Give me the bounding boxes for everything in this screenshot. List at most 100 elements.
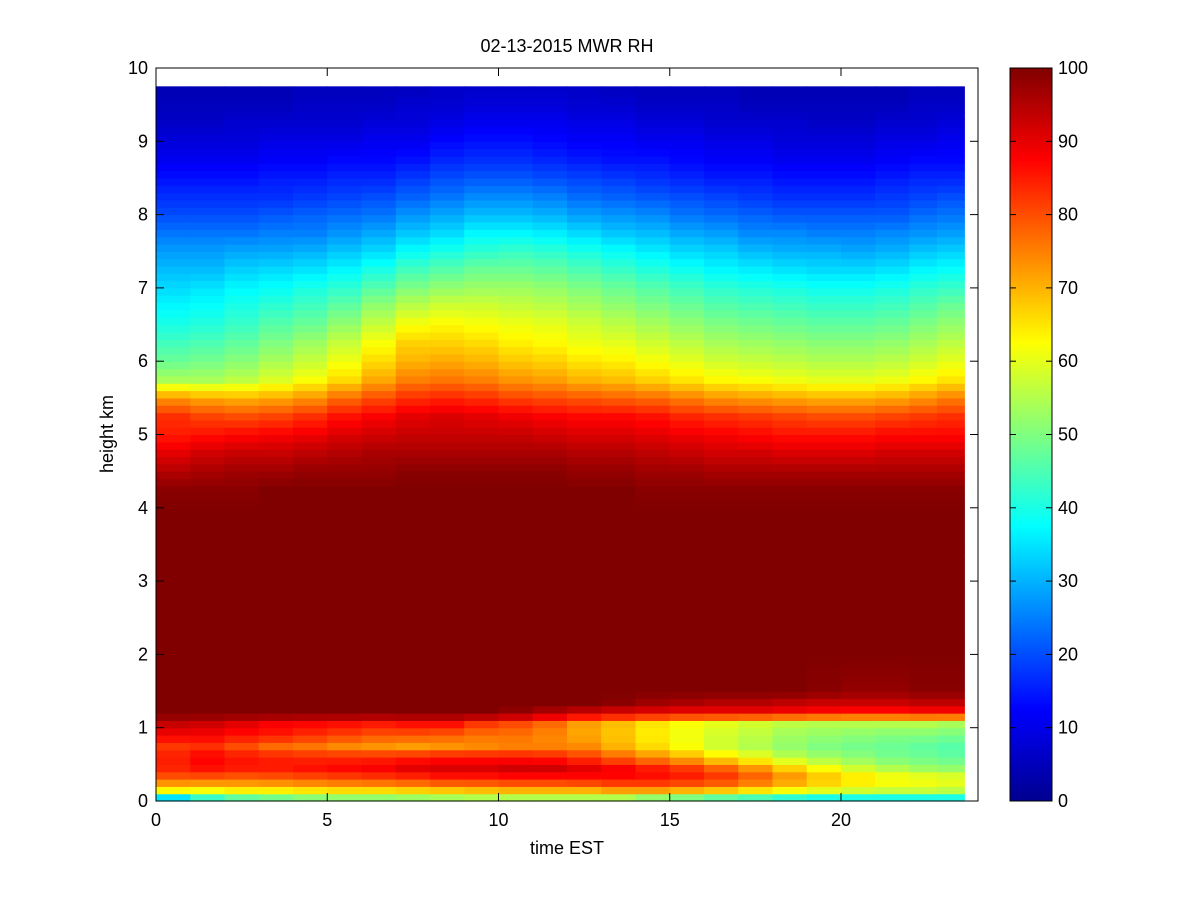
heatmap-cell [909, 551, 938, 560]
heatmap-cell [258, 192, 294, 201]
heatmap-cell [190, 287, 226, 296]
heatmap-cell [738, 595, 774, 604]
heatmap-cell [395, 647, 431, 655]
heatmap-cell [806, 346, 842, 355]
heatmap-cell [635, 273, 671, 282]
heatmap-cell [430, 573, 465, 582]
heatmap-cell [738, 507, 774, 516]
heatmap-cell [361, 639, 397, 648]
heatmap-cell [841, 207, 876, 216]
heatmap-cell [875, 720, 911, 729]
heatmap-cell [395, 324, 431, 333]
heatmap-cell [361, 295, 397, 304]
heatmap-cell [532, 207, 568, 216]
heatmap-cell [738, 295, 774, 304]
heatmap-cell [327, 493, 363, 502]
heatmap-cell [395, 786, 431, 795]
heatmap-cell [567, 419, 602, 428]
heatmap-cell [806, 742, 842, 751]
heatmap-cell [532, 236, 568, 245]
heatmap-cell [936, 456, 965, 465]
heatmap-cell [532, 757, 568, 765]
heatmap-cell [498, 441, 534, 450]
heatmap-cell [224, 185, 260, 194]
heatmap-cell [635, 559, 671, 568]
heatmap-cell [293, 544, 328, 553]
colorbar-tick-label: 100 [1058, 58, 1088, 78]
heatmap-cell [567, 544, 602, 553]
heatmap-cell [635, 170, 671, 179]
heatmap-cell [532, 309, 568, 318]
heatmap-cell [293, 588, 328, 597]
heatmap-cell [772, 331, 808, 340]
heatmap-cell [361, 185, 397, 194]
heatmap-cell [601, 148, 637, 157]
heatmap-cell [909, 434, 938, 443]
heatmap-cell [738, 221, 774, 230]
heatmap-cell [395, 669, 431, 677]
heatmap-cell [936, 273, 965, 282]
heatmap-cell [772, 86, 808, 91]
heatmap-cell [936, 353, 965, 362]
heatmap-cell [395, 617, 431, 626]
heatmap-cell [669, 507, 705, 516]
heatmap-cell [936, 559, 965, 568]
heatmap-cell [841, 573, 876, 582]
heatmap-cell [936, 192, 965, 201]
heatmap-cell [669, 595, 705, 604]
heatmap-cell [224, 375, 260, 384]
heatmap-cell [498, 786, 534, 795]
heatmap-cell [464, 669, 500, 677]
heatmap-cell [361, 603, 397, 612]
heatmap-cell [395, 661, 431, 670]
heatmap-cell [875, 412, 911, 421]
heatmap-cell [841, 617, 876, 626]
heatmap-cell [841, 177, 876, 186]
heatmap-cell [464, 280, 500, 289]
heatmap-cell [190, 104, 226, 113]
heatmap-cell [224, 192, 260, 201]
heatmap-cell [806, 97, 842, 106]
heatmap-cell [936, 683, 965, 692]
heatmap-cell [532, 214, 568, 223]
heatmap-cell [258, 742, 294, 751]
heatmap-cell [361, 698, 397, 707]
heatmap-cell [190, 683, 226, 692]
heatmap-cell [361, 676, 397, 685]
heatmap-cell [806, 676, 842, 685]
heatmap-cell [669, 317, 705, 326]
heatmap-cell [258, 471, 294, 480]
heatmap-cell [704, 375, 739, 384]
heatmap-cell [909, 573, 938, 582]
heatmap-cell [532, 243, 568, 252]
heatmap-cell [841, 434, 876, 443]
heatmap-cell [395, 705, 431, 714]
heatmap-cell [224, 786, 260, 795]
heatmap-cell [293, 339, 328, 348]
heatmap-cell [909, 537, 938, 546]
heatmap-cell [936, 133, 965, 142]
heatmap-cell [361, 779, 397, 787]
heatmap-cell [738, 449, 774, 458]
heatmap-cell [841, 698, 876, 707]
heatmap-cell [327, 507, 363, 516]
heatmap-cell [190, 141, 226, 150]
heatmap-cell [738, 610, 774, 619]
heatmap-cell [361, 654, 397, 663]
heatmap-cell [738, 478, 774, 487]
heatmap-cell [841, 317, 876, 326]
heatmap-cell [190, 742, 226, 751]
heatmap-cell [190, 177, 226, 186]
heatmap-cell [293, 309, 328, 318]
heatmap-cell [875, 735, 911, 743]
heatmap-cell [567, 375, 602, 384]
heatmap-cell [806, 185, 842, 194]
heatmap-cell [293, 500, 328, 509]
heatmap-cell [841, 676, 876, 685]
heatmap-cell [464, 405, 500, 414]
heatmap-cell [464, 419, 500, 428]
heatmap-cell [601, 493, 637, 502]
heatmap-cell [361, 551, 397, 560]
heatmap-cell [635, 727, 671, 736]
heatmap-cell [704, 104, 739, 113]
